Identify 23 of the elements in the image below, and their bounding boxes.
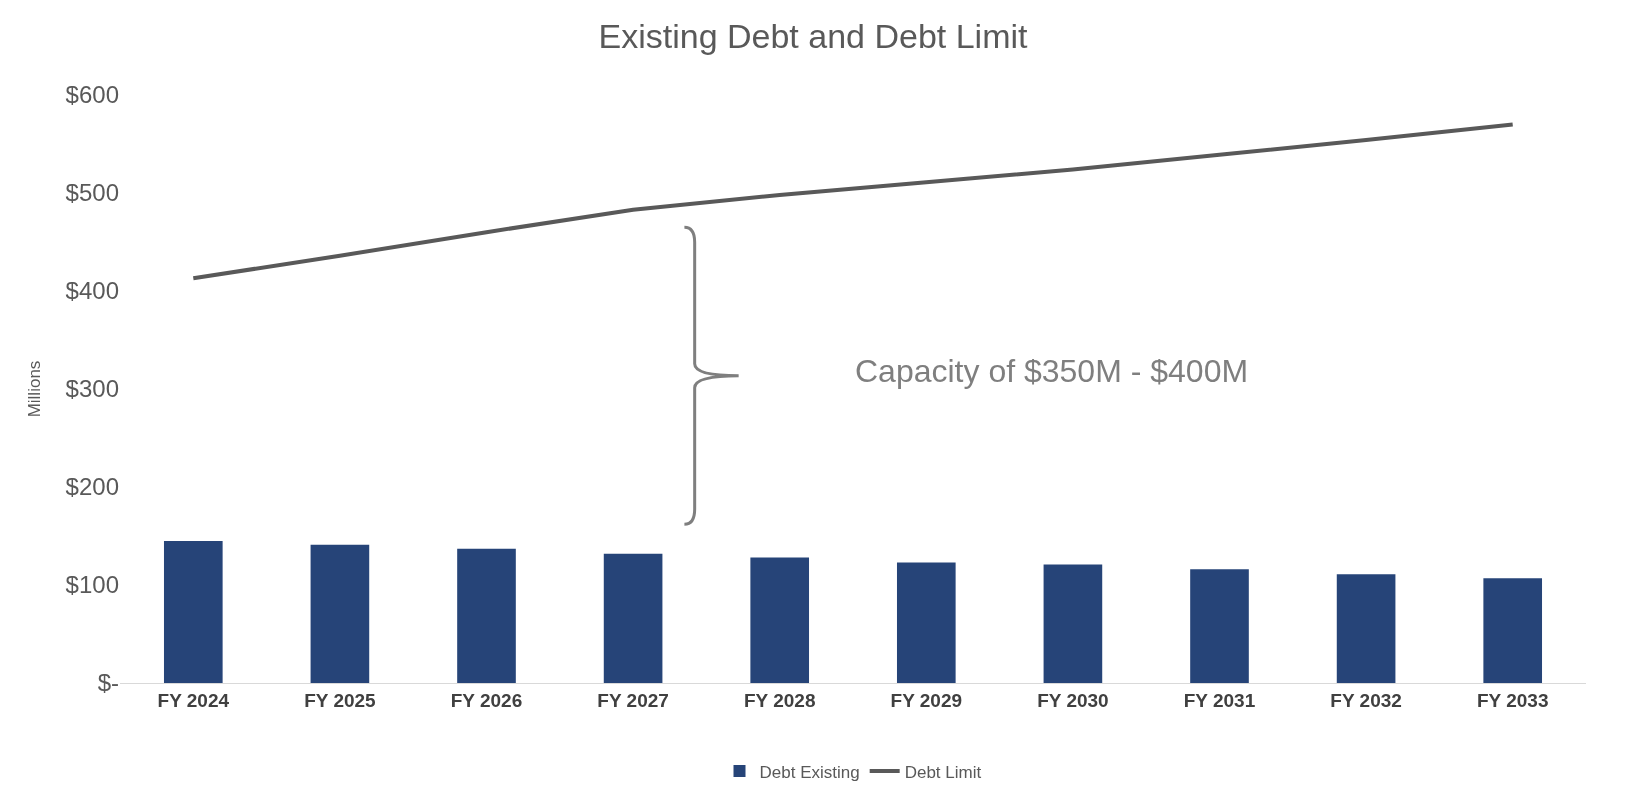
x-tick-label: FY 2028 — [743, 689, 816, 711]
x-tick-label: FY 2025 — [304, 689, 377, 711]
y-tick-label: $- — [97, 669, 119, 697]
x-tick-label: FY 2030 — [1037, 689, 1109, 711]
y-tick-label: $200 — [65, 473, 119, 501]
annotation: Capacity of $350M - $400M — [855, 353, 1249, 389]
chart-title: Existing Debt and Debt Limit — [598, 16, 1029, 55]
y-tick-label: $600 — [65, 81, 119, 109]
x-tick-label: FY 2033 — [1476, 689, 1549, 711]
y-tick-label: $400 — [65, 277, 119, 305]
y-axis-title: Millions — [25, 360, 45, 418]
y-tick-label: $100 — [65, 571, 119, 599]
x-tick-label: FY 2024 — [157, 689, 230, 711]
x-tick-label: FY 2026 — [450, 689, 523, 711]
legend-label: Debt Limit — [904, 762, 982, 782]
x-tick-label: FY 2032 — [1330, 689, 1402, 711]
legend-label: Debt Existing — [759, 762, 860, 782]
x-tick-label: FY 2029 — [890, 689, 963, 711]
y-tick-label: $300 — [65, 375, 119, 403]
line-series — [191, 122, 1515, 281]
y-tick-label: $500 — [65, 179, 119, 207]
x-tick-label: FY 2027 — [597, 689, 669, 711]
x-tick-label: FY 2031 — [1183, 689, 1256, 711]
